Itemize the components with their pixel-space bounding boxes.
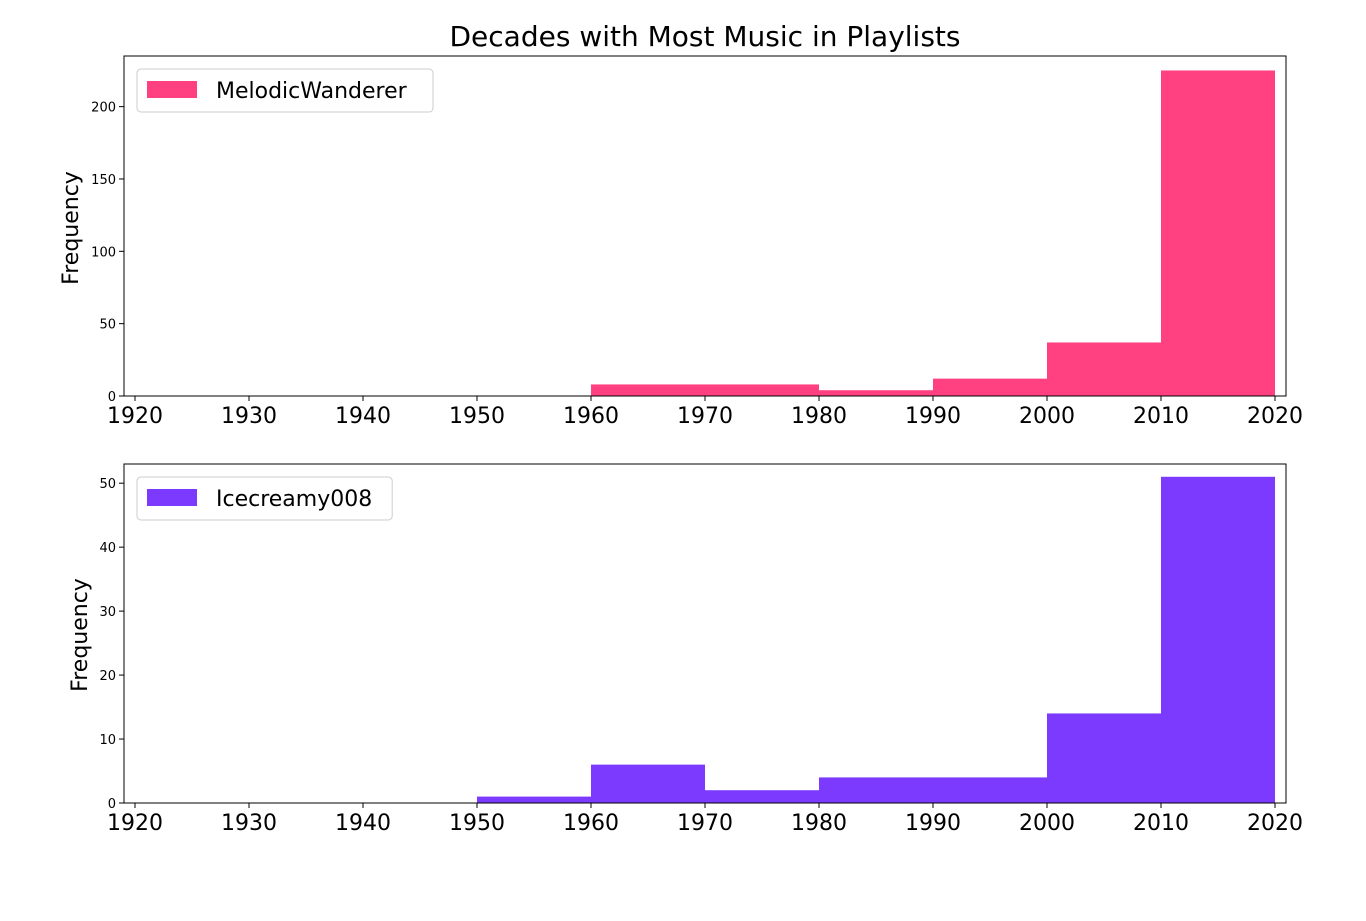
- y-tick-label: 150: [91, 173, 116, 188]
- x-tick-label: 1960: [563, 811, 619, 836]
- x-tick-label: 1920: [107, 404, 163, 429]
- x-tick-label: 1950: [449, 811, 505, 836]
- bar-1980-2000: [819, 777, 1047, 803]
- legend-label: Icecreamy008: [216, 487, 372, 512]
- bar-1950-1960: [477, 796, 591, 803]
- panel-2: 1920 1930 1940 1950 1960 1970 1980 1990 2000 2010…: [68, 463, 1303, 836]
- x-tick-label: 1970: [677, 811, 733, 836]
- y-tick-label: 30: [99, 605, 116, 620]
- legend-swatch: [147, 81, 197, 98]
- bar-2000-2010: [1047, 713, 1161, 803]
- y-tick-label: 10: [99, 733, 116, 748]
- y-tick-label: 50: [99, 318, 116, 333]
- bar-1990-2000: [933, 378, 1047, 396]
- x-tick-label: 1990: [905, 811, 961, 836]
- legend-box: [136, 476, 393, 521]
- y-tick-label: 50: [99, 477, 116, 492]
- bar-2010-2020: [1161, 476, 1275, 803]
- y-tick-label: 200: [91, 101, 116, 116]
- y-axis-label: Frequency: [59, 171, 84, 285]
- x-tick-label: 2020: [1247, 404, 1303, 429]
- legend-label: MelodicWanderer: [216, 79, 408, 104]
- x-tick-label: 1930: [221, 404, 277, 429]
- x-tick-label: 1980: [791, 404, 847, 429]
- y-tick-label: 100: [91, 245, 116, 260]
- bar-1970-1980: [705, 790, 819, 803]
- x-tick-label: 1920: [107, 811, 163, 836]
- x-tick-label: 1980: [791, 811, 847, 836]
- y-tick-label: 0: [108, 797, 116, 812]
- x-tick-label: 1940: [335, 811, 391, 836]
- y-tick-label: 0: [108, 390, 116, 405]
- x-tick-label: 1970: [677, 404, 733, 429]
- bar-2010-2020: [1161, 70, 1275, 397]
- x-tick-label: 1930: [221, 811, 277, 836]
- y-tick-label: 40: [99, 541, 116, 556]
- bar-2000-2010: [1047, 342, 1161, 396]
- x-tick-label: 1990: [905, 404, 961, 429]
- x-tick-label: 2010: [1133, 404, 1189, 429]
- x-tick-label: 2020: [1247, 811, 1303, 836]
- x-tick-label: 2010: [1133, 811, 1189, 836]
- chart-title: Decades with Most Music in Playlists: [450, 20, 961, 53]
- bar-1960-1980: [591, 384, 819, 396]
- x-tick-label: 1940: [335, 404, 391, 429]
- panel-1: 1920 1930 1940 1950 1960 1970 1980 1990 2000 2010…: [59, 55, 1303, 429]
- legend-box: [136, 68, 434, 113]
- bar-1980-1990: [819, 390, 933, 396]
- x-tick-label: 1950: [449, 404, 505, 429]
- y-tick-label: 20: [99, 669, 116, 684]
- legend-swatch: [147, 489, 197, 506]
- x-tick-label: 2000: [1019, 811, 1075, 836]
- bar-1960-1970: [591, 764, 705, 803]
- x-tick-label: 1960: [563, 404, 619, 429]
- x-tick-label: 2000: [1019, 404, 1075, 429]
- y-axis-label: Frequency: [68, 578, 93, 692]
